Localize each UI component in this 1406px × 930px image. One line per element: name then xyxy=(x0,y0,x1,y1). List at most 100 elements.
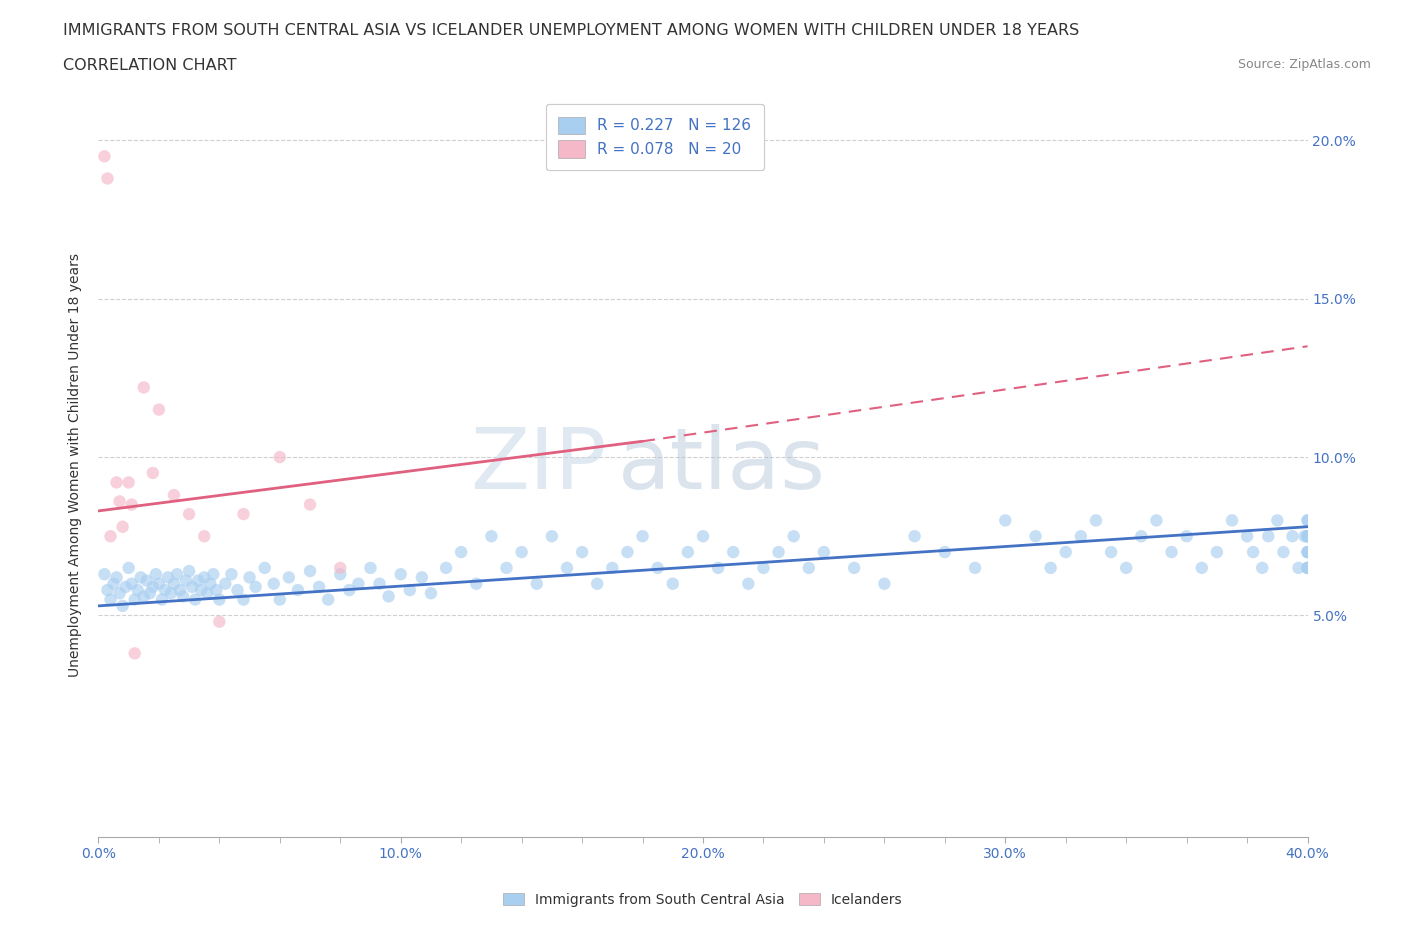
Point xyxy=(263,577,285,591)
Point xyxy=(411,570,433,585)
Point xyxy=(132,589,155,604)
Point xyxy=(121,498,143,512)
Point xyxy=(232,507,254,522)
Point xyxy=(707,561,730,576)
Point xyxy=(329,561,352,576)
Point xyxy=(148,577,170,591)
Point xyxy=(239,570,262,585)
Y-axis label: Unemployment Among Women with Children Under 18 years: Unemployment Among Women with Children U… xyxy=(69,253,83,677)
Point xyxy=(692,529,714,544)
Point xyxy=(737,577,759,591)
Point xyxy=(1281,529,1303,544)
Point xyxy=(103,577,125,591)
Point xyxy=(96,582,118,597)
Point xyxy=(368,577,391,591)
Point xyxy=(316,592,339,607)
Text: CORRELATION CHART: CORRELATION CHART xyxy=(63,58,236,73)
Point xyxy=(163,487,186,502)
Point xyxy=(1115,561,1137,576)
Point xyxy=(526,577,548,591)
Point xyxy=(184,592,207,607)
Point xyxy=(1039,561,1062,576)
Point xyxy=(495,561,517,576)
Point xyxy=(1070,529,1092,544)
Point xyxy=(142,579,165,594)
Point xyxy=(873,577,896,591)
Point xyxy=(768,545,790,560)
Point xyxy=(1296,529,1319,544)
Point xyxy=(1206,545,1229,560)
Point xyxy=(163,577,186,591)
Point xyxy=(124,646,146,661)
Point xyxy=(389,566,412,581)
Point xyxy=(108,494,131,509)
Point xyxy=(166,566,188,581)
Point xyxy=(226,582,249,597)
Point xyxy=(1296,561,1319,576)
Point xyxy=(420,586,443,601)
Point xyxy=(208,592,231,607)
Point xyxy=(111,519,134,534)
Point xyxy=(1175,529,1198,544)
Point xyxy=(277,570,299,585)
Point xyxy=(139,586,162,601)
Point xyxy=(174,573,197,588)
Legend: Immigrants from South Central Asia, Icelanders: Immigrants from South Central Asia, Icel… xyxy=(496,886,910,914)
Point xyxy=(172,589,194,604)
Point xyxy=(245,579,267,594)
Point xyxy=(193,529,215,544)
Point xyxy=(450,545,472,560)
Point xyxy=(1294,529,1316,544)
Point xyxy=(510,545,533,560)
Point xyxy=(1099,545,1122,560)
Point xyxy=(377,589,399,604)
Point xyxy=(752,561,775,576)
Point xyxy=(1296,513,1319,528)
Point xyxy=(124,592,146,607)
Point xyxy=(1220,513,1243,528)
Point xyxy=(118,561,141,576)
Point xyxy=(813,545,835,560)
Point xyxy=(329,566,352,581)
Point xyxy=(108,586,131,601)
Point xyxy=(132,380,155,395)
Point xyxy=(347,577,370,591)
Point xyxy=(118,475,141,490)
Point xyxy=(360,561,382,576)
Point xyxy=(208,615,231,630)
Point xyxy=(1296,545,1319,560)
Point xyxy=(434,561,457,576)
Point xyxy=(153,582,176,597)
Point xyxy=(647,561,669,576)
Point xyxy=(1296,545,1319,560)
Point xyxy=(555,561,578,576)
Point xyxy=(121,577,143,591)
Point xyxy=(661,577,683,591)
Point xyxy=(105,475,128,490)
Point xyxy=(148,402,170,417)
Point xyxy=(616,545,638,560)
Point xyxy=(127,582,149,597)
Point xyxy=(195,586,218,601)
Point xyxy=(105,570,128,585)
Point xyxy=(797,561,820,576)
Point xyxy=(934,545,956,560)
Point xyxy=(1144,513,1167,528)
Point xyxy=(994,513,1017,528)
Point xyxy=(142,466,165,481)
Point xyxy=(150,592,173,607)
Point xyxy=(100,592,122,607)
Point xyxy=(676,545,699,560)
Point xyxy=(602,561,624,576)
Point xyxy=(299,498,322,512)
Point xyxy=(202,566,225,581)
Point xyxy=(465,577,488,591)
Point xyxy=(783,529,806,544)
Point xyxy=(398,582,420,597)
Point xyxy=(179,507,201,522)
Point xyxy=(253,561,276,576)
Point xyxy=(205,582,228,597)
Point xyxy=(96,171,118,186)
Point xyxy=(1296,561,1319,576)
Point xyxy=(904,529,927,544)
